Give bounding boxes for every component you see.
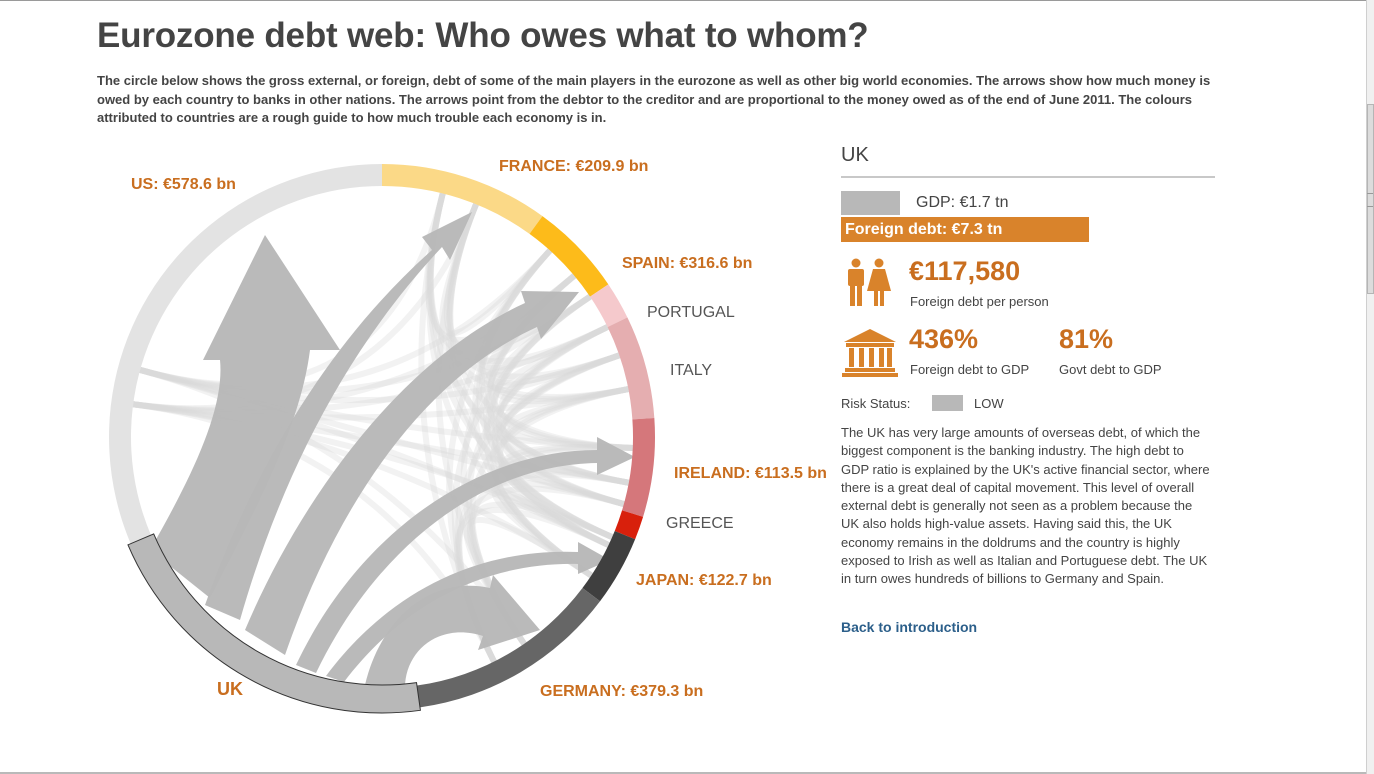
chord-portugal-ireland	[498, 324, 633, 451]
govt-debt-value: 81%	[1059, 324, 1114, 354]
label-france[interactable]: FRANCE: €209.9 bn	[499, 158, 648, 175]
debt-to-gdp-label: Foreign debt to GDP	[910, 362, 1030, 377]
country-description: The UK has very large amounts of oversea…	[841, 425, 1210, 587]
label-us[interactable]: US: €578.6 bn	[131, 176, 236, 193]
arrow-uk-to-ireland[interactable]	[296, 437, 635, 673]
chord-france-japan	[445, 203, 610, 548]
chord-us-italy	[139, 352, 621, 404]
vertical-scrollbar[interactable]	[1366, 0, 1374, 774]
foreign-debt-bar	[841, 217, 1089, 242]
chord-portugal-japan	[492, 324, 610, 548]
country-ring	[108, 164, 655, 714]
chord-us-portugal	[132, 324, 609, 415]
ring-segment-uk[interactable]	[127, 533, 421, 714]
window-bottom-border	[0, 772, 1366, 774]
ring-segment-japan[interactable]	[582, 531, 636, 602]
risk-status-value: LOW	[974, 396, 1004, 411]
arrow-uk-to-us[interactable]	[150, 235, 340, 598]
chord-italy-japan	[490, 352, 621, 579]
chord-spain-japan	[472, 248, 593, 579]
debt-chord-diagram: US: €578.6 bn FRANCE: €209.9 bn SPAIN: €…	[108, 158, 827, 714]
ring-segment-germany[interactable]	[416, 588, 601, 708]
chord-france-ireland	[447, 203, 633, 451]
ring-segment-france[interactable]	[382, 164, 543, 234]
chord-italy-greece	[501, 386, 629, 507]
back-to-introduction-link[interactable]: Back to introduction	[841, 619, 978, 635]
risk-status-swatch	[932, 395, 963, 411]
uk-debt-arrows	[150, 212, 635, 688]
label-uk[interactable]: UK	[217, 679, 243, 699]
arrow-uk-to-france[interactable]	[205, 212, 472, 620]
window-top-border	[0, 0, 1366, 1]
chord-italy-ireland	[500, 352, 630, 486]
scrollbar-grip-icon	[1367, 193, 1373, 207]
arrow-uk-to-germany[interactable]	[365, 575, 540, 688]
ring-segment-portugal[interactable]	[590, 284, 628, 327]
page-title: Eurozone debt web: Who owes what to whom…	[97, 16, 869, 55]
chord-spain-italy	[478, 248, 629, 402]
label-portugal[interactable]: PORTUGAL	[647, 304, 735, 321]
label-germany[interactable]: GERMANY: €379.3 bn	[540, 683, 703, 700]
intro-paragraph: The circle below shows the gross externa…	[97, 73, 1211, 125]
chord-greece-japan	[491, 479, 625, 579]
label-greece[interactable]: GREECE	[666, 515, 734, 532]
gdp-bar	[841, 191, 900, 215]
arrow-uk-to-spain[interactable]	[245, 291, 579, 655]
chord-portugal-italy	[494, 324, 621, 394]
country-labels: US: €578.6 bn FRANCE: €209.9 bn SPAIN: €…	[131, 158, 827, 700]
chord-ireland-greece	[501, 461, 630, 507]
bank-icon	[842, 329, 898, 377]
ring-segment-spain[interactable]	[529, 216, 609, 297]
chord-us-portugal	[139, 294, 592, 395]
label-japan[interactable]: JAPAN: €122.7 bn	[636, 572, 772, 589]
risk-status-label: Risk Status:	[841, 396, 911, 411]
label-italy[interactable]: ITALY	[670, 362, 712, 379]
chord-greece-japan	[493, 485, 614, 548]
per-person-label: Foreign debt per person	[910, 294, 1049, 309]
govt-debt-label: Govt debt to GDP	[1059, 362, 1162, 377]
ring-segment-ireland[interactable]	[622, 417, 655, 517]
gdp-label: GDP: €1.7 tn	[916, 194, 1009, 211]
ring-segment-greece[interactable]	[614, 510, 644, 540]
arrow-uk-to-japan[interactable]	[326, 542, 610, 682]
per-person-value: €117,580	[909, 256, 1021, 286]
panel-country-title: UK	[841, 144, 869, 166]
label-ireland[interactable]: IRELAND: €113.5 bn	[674, 465, 827, 482]
chord-italy-japan	[497, 386, 629, 548]
chord-spain-portugal	[475, 248, 609, 371]
chord-italy-greece	[495, 352, 621, 540]
people-icon	[848, 258, 891, 306]
chord-france-spain	[439, 203, 553, 337]
foreign-debt-label: Foreign debt: €7.3 tn	[845, 221, 1003, 238]
chord-portugal-greece	[495, 324, 625, 507]
panel-divider	[841, 176, 1215, 178]
chord-us-spain	[139, 248, 553, 391]
chord-spain-ireland	[479, 248, 630, 486]
ring-segment-italy[interactable]	[607, 317, 655, 420]
chord-ireland-greece	[499, 443, 633, 540]
label-spain[interactable]: SPAIN: €316.6 bn	[622, 255, 752, 272]
chord-spain-greece	[476, 248, 614, 540]
debt-to-gdp-value: 436%	[909, 324, 979, 354]
chord-france-germany	[435, 203, 527, 646]
chord-italy-ireland	[503, 386, 633, 451]
chord-france-greece	[446, 203, 625, 507]
